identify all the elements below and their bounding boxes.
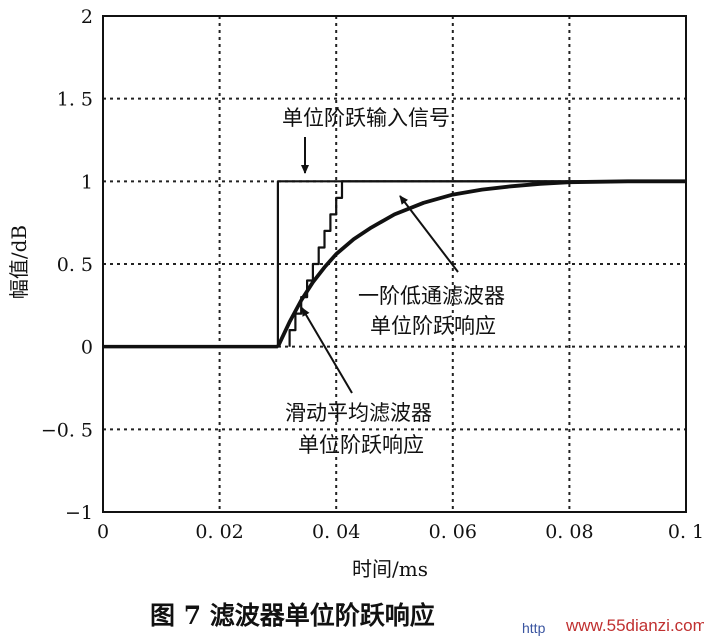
x-tick-label: 0. 06 [429, 521, 477, 543]
annotation-moving-average-line1: 滑动平均滤波器 [285, 401, 432, 425]
annotation-arrows [301, 137, 459, 394]
series-lines [103, 179, 686, 349]
figure-caption: 图 7 滤波器单位阶跃响应 [150, 601, 435, 630]
watermark-http: http [522, 620, 546, 636]
annotation-first-order-line2: 单位阶跃响应 [370, 314, 496, 338]
arrow-moving-average [301, 307, 353, 394]
arrow-first-order [399, 195, 459, 273]
x-tick-label: 0. 04 [312, 521, 360, 543]
plot-frame [102, 15, 687, 513]
y-tick-label: 2 [81, 6, 93, 28]
y-tick-labels: −1 −0. 5 0 0. 5 1 1. 5 2 [41, 6, 93, 524]
x-tick-label: 0. 08 [545, 521, 593, 543]
annotation-first-order-line1: 一阶低通滤波器 [358, 284, 505, 308]
y-axis-label: 幅值/dB [7, 225, 31, 299]
annotation-moving-average-line2: 单位阶跃响应 [298, 433, 424, 457]
step-response-chart: 0 0. 02 0. 04 0. 06 0. 08 0. 1 −1 −0. 5 0 0. 5 1 1… [7, 6, 704, 581]
y-tick-label: 0 [81, 337, 93, 359]
series-line-moving-average [288, 180, 686, 347]
x-tick-label: 0. 02 [195, 521, 243, 543]
y-tick-label: −0. 5 [41, 419, 93, 441]
x-tick-label: 0. 1 [668, 521, 704, 543]
x-tick-labels: 0 0. 02 0. 04 0. 06 0. 08 0. 1 [97, 521, 704, 543]
y-tick-label: −1 [65, 502, 93, 524]
x-tick-label: 0 [97, 521, 109, 543]
annotation-step-input: 单位阶跃输入信号 [282, 106, 450, 130]
series-line-first-order [276, 179, 686, 348]
y-tick-label: 1. 5 [57, 89, 93, 111]
y-tick-label: 0. 5 [57, 254, 93, 276]
y-tick-label: 1 [81, 171, 93, 193]
watermark-site: www.55dianzi.com [566, 616, 704, 635]
x-axis-label: 时间/ms [352, 557, 428, 581]
